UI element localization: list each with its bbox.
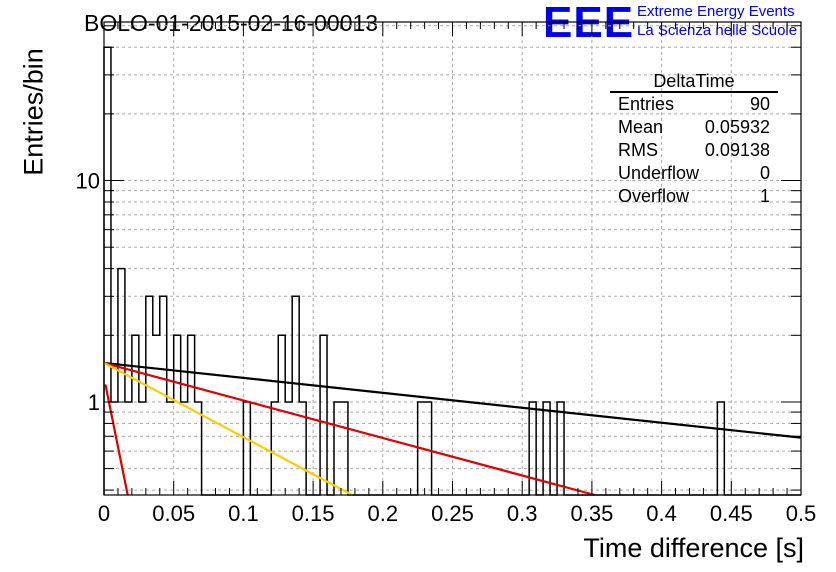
x-tick-label: 0.3 [507,501,538,526]
stats-value: 0 [759,163,770,183]
fit-line [103,361,353,496]
fit-line [103,361,802,439]
y-tick-label: 10 [76,169,100,194]
logo-line-2: La Scienza nelle Scuole [637,22,798,39]
x-tick-label: 0.15 [292,501,335,526]
fit-line [104,384,129,496]
logo-line-1: Extreme Energy Events [637,3,795,20]
stats-box: DeltaTime Entries 90 Mean 0.05932 RMS 0.… [610,71,778,208]
stats-label: RMS [618,140,658,160]
stats-label: Underflow [618,163,700,183]
x-tick-label: 0.4 [646,501,677,526]
stats-value: 0.09138 [704,140,770,160]
plot-title: BOLO-01-2015-02-16-00013 [84,10,379,36]
fit-line [103,361,595,497]
stats-title: DeltaTime [610,71,778,93]
y-axis-label: Entries/bin [18,48,49,176]
x-tick-label: 0.2 [368,501,399,526]
x-tick-label: 0 [98,501,110,526]
x-tick-label: 0.35 [570,501,613,526]
x-tick-label: 0.05 [152,501,195,526]
y-tick-label: 1 [88,390,100,415]
logo-subtitle: Extreme Energy Events La Scienza nelle S… [637,2,797,40]
stats-label: Entries [618,94,675,114]
x-axis-label: Time difference [s] [583,533,804,563]
stats-label: Mean [618,117,664,137]
x-tick-label: 0.1 [228,501,259,526]
stats-label: Overflow [618,186,690,206]
stats-row: RMS 0.09138 [610,139,778,162]
stats-value: 0.05932 [704,117,770,137]
stats-value: 90 [749,94,770,114]
x-tick-label: 0.25 [431,501,474,526]
x-tick-label: 0.5 [786,501,817,526]
stats-row: Mean 0.05932 [610,116,778,139]
stats-value: 1 [759,186,770,206]
stats-row: Entries 90 [610,93,778,116]
x-tick-label: 0.45 [710,501,753,526]
stats-row: Overflow 1 [610,185,778,208]
stats-row: Underflow 0 [610,162,778,185]
